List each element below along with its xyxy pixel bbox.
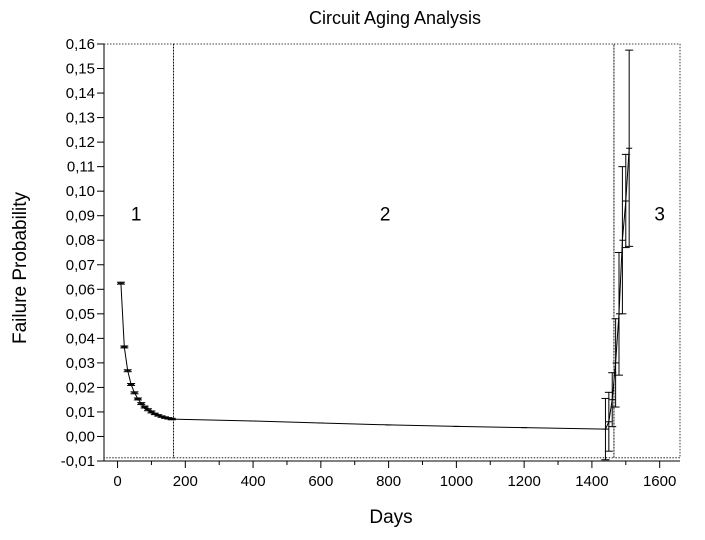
y-tick-label: 0,10 [66,183,95,200]
y-tick-label: 0,01 [66,404,95,421]
y-tick-label: 0,09 [66,208,95,225]
x-tick-label: 400 [241,473,266,490]
x-tick-label: 1000 [440,473,473,490]
y-tick-label: 0,16 [66,36,95,53]
x-tick-label: 800 [376,473,401,490]
region-labels: 1 2 3 [131,205,665,226]
y-tick-label: 0,07 [66,257,95,274]
y-tick-label: 0,05 [66,306,95,323]
y-tick-label: 0,02 [66,379,95,396]
region-boxes [103,43,681,459]
y-tick-label: 0,00 [66,428,95,445]
y-tick-label: 0,06 [66,281,95,298]
y-tick-label: 0,11 [67,159,95,176]
x-tick-label: 1400 [575,473,608,490]
axes [103,44,680,462]
x-tick-label: 200 [173,473,198,490]
y-axis-label: Failure Probability [10,191,31,344]
y-tick-label: 0,08 [66,232,95,249]
y-tick-label: 0,04 [66,330,95,347]
x-tick-label: 0 [113,473,121,490]
region-label-3: 3 [654,205,665,226]
x-axis-label: Days [369,507,412,528]
region-label-2: 2 [380,205,391,226]
series-group [116,49,634,461]
chart-title: Circuit Aging Analysis [309,8,481,28]
x-tick-label: 600 [308,473,333,490]
y-tick-label: 0,03 [66,355,95,372]
y-tick-label: -0,01 [61,453,95,470]
series-line-1 [120,148,630,430]
y-axis-ticks: -0,01 0,00 0,01 0,02 0,03 0,04 0,05 0,06 0,07 0,0… [61,36,104,470]
y-tick-label: 0,13 [66,110,95,127]
x-tick-label: 1600 [643,473,676,490]
y-tick-label: 0,14 [66,85,95,102]
region-label-1: 1 [131,205,142,226]
y-tick-label: 0,15 [66,61,95,78]
region-box-1 [103,43,174,459]
y-tick-label: 0,12 [66,134,95,151]
region-box-3 [613,43,681,459]
x-axis-ticks: 0 200 400 600 800 1000 1200 1400 1600 [113,461,676,490]
x-tick-label: 1200 [507,473,540,490]
region-box-2 [173,43,615,459]
